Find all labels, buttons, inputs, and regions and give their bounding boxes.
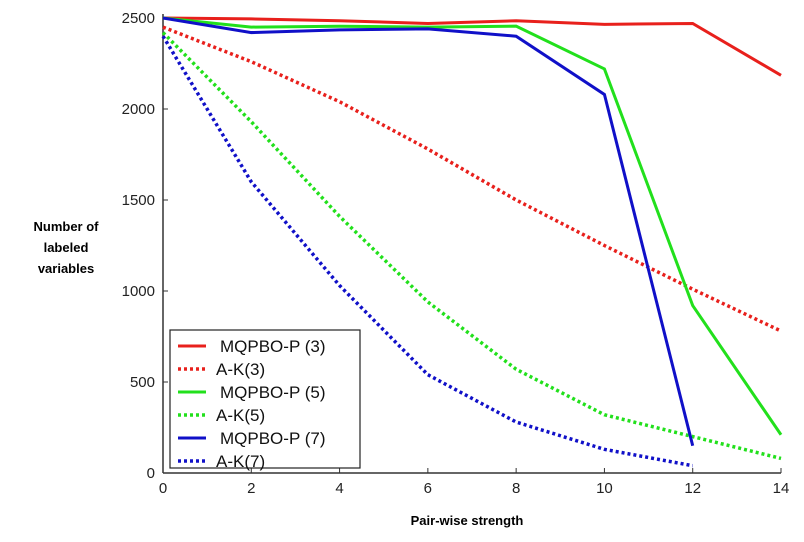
legend-entry-label: MQPBO-P (3) (220, 337, 325, 356)
x-tick-label: 14 (773, 480, 790, 497)
series-line-a-k-5- (161, 31, 782, 461)
y-tick-label: 2500 (122, 10, 155, 27)
x-tick-label: 12 (684, 480, 701, 497)
legend-entry-label: A-K(3) (216, 360, 265, 379)
series-line-mqpbo-p-7- (162, 16, 695, 447)
x-tick-label: 4 (335, 480, 343, 497)
legend-entry-label: MQPBO-P (5) (220, 383, 325, 402)
y-axis-label-line-1: Number of (34, 219, 100, 234)
y-tick-label: 1000 (122, 283, 155, 300)
series-line-mqpbo-p-5- (162, 16, 783, 436)
x-tick-label: 6 (424, 480, 432, 497)
series-line-a-k-3- (162, 25, 782, 333)
y-tick-label: 0 (147, 465, 155, 482)
y-tick-label: 1500 (122, 192, 155, 209)
series-line-a-k-7- (161, 35, 694, 468)
legend-entry-label: A-K(7) (216, 452, 265, 471)
legend-entry-label: MQPBO-P (7) (220, 429, 325, 448)
x-tick-label: 2 (247, 480, 255, 497)
legend-box (169, 329, 361, 469)
series-group (161, 16, 783, 468)
y-tick-label: 2000 (122, 101, 155, 118)
legend: MQPBO-P (3) A-K(3) MQPBO-P (5) A-K(5) MQPBO-… (169, 329, 361, 471)
y-axis-label-line-2: labeled (44, 240, 89, 255)
y-axis-label-line-3: variables (38, 261, 94, 276)
legend-entry-label: A-K(5) (216, 406, 265, 425)
x-axis-label: Pair-wise strength (411, 513, 524, 528)
x-tick-label: 10 (596, 480, 613, 497)
series-line-mqpbo-p-3- (162, 16, 782, 77)
x-tick-label: 8 (512, 480, 520, 497)
axes: 0 500 1000 1500 2000 2500 0 2 4 6 8 10 12 14 (122, 10, 790, 497)
x-tick-label: 0 (159, 480, 167, 497)
y-tick-label: 500 (130, 374, 155, 391)
